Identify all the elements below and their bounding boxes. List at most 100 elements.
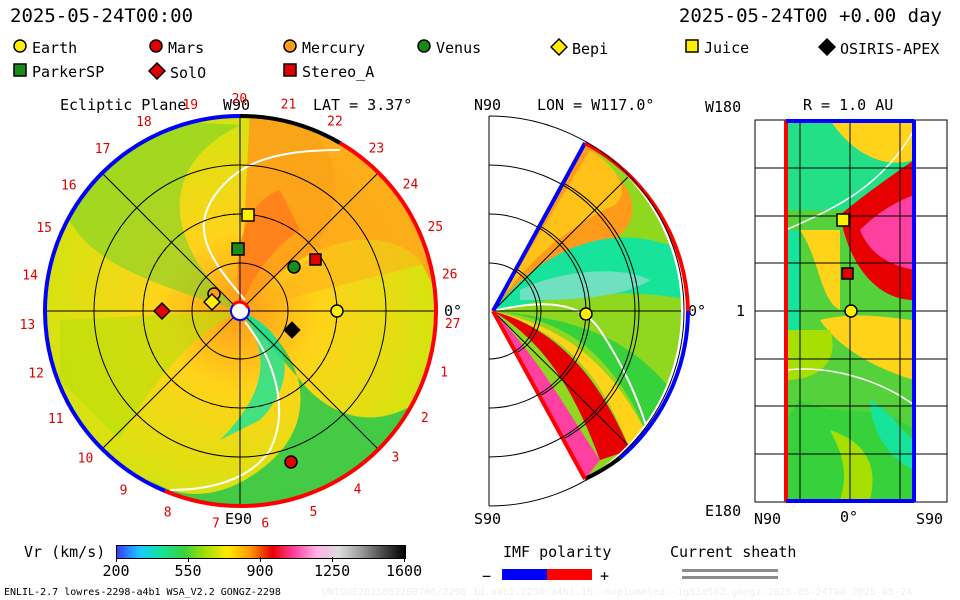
carrington-day-label: 13	[20, 318, 36, 333]
ecliptic-e90-label: E90	[225, 510, 253, 528]
meridional-plane-panel	[488, 115, 690, 507]
carrington-day-label: 2	[421, 411, 429, 426]
carrington-day-label: 22	[327, 114, 343, 129]
current-sheath-line-2	[682, 576, 778, 579]
parkersp-marker	[231, 242, 245, 256]
carrington-day-label: 1	[440, 366, 448, 381]
colorbar-tick-label: 1250	[314, 562, 351, 580]
carrington-day-label: 3	[391, 451, 399, 466]
carrington-day-label: 5	[309, 505, 317, 520]
radial-title: R = 1.0 AU	[803, 96, 894, 114]
radial-s90-label: S90	[916, 510, 944, 528]
osiris-apex-marker	[283, 321, 301, 339]
carrington-day-label: 26	[442, 267, 458, 282]
colorbar-tick-mark	[332, 557, 333, 562]
colorbar-tick-label: 200	[102, 562, 130, 580]
carrington-day-label: 9	[120, 483, 128, 498]
carrington-day-label: 8	[164, 505, 172, 520]
imf-positive-swatch	[547, 569, 592, 580]
left-timestamp: 2025-05-24T00:00	[10, 5, 194, 27]
carrington-day-label: 27	[445, 317, 461, 332]
imf-polarity-label: IMF polarity	[503, 543, 612, 561]
carrington-day-label: 11	[48, 412, 64, 427]
legend-name: Venus	[436, 39, 482, 57]
meridional-s90-label: S90	[474, 510, 502, 528]
carrington-day-label: 19	[182, 98, 198, 113]
legend-item-parkersp: ParkerSP	[12, 62, 104, 82]
legend-item-solo: SolO	[147, 61, 207, 84]
carrington-day-label: 25	[427, 220, 443, 235]
legend-marker	[12, 62, 28, 82]
radial-earth-marker	[844, 304, 858, 318]
carrington-day-label: 6	[261, 517, 269, 531]
carrington-day-label: 20	[232, 92, 248, 107]
radial-zero-label: 0°	[840, 508, 859, 526]
carrington-day-label: 14	[22, 269, 38, 284]
legend-item-earth: Earth	[12, 38, 77, 58]
carrington-day-label: 18	[136, 115, 152, 130]
carrington-day-label: 10	[78, 452, 94, 467]
carrington-day-label: 7	[212, 517, 220, 530]
colorbar-tick-label: 1600	[386, 562, 423, 580]
radial-mid-label: 1	[736, 302, 746, 320]
carrington-day-label: 12	[28, 367, 44, 382]
legend-item-bepi: Bepi	[549, 37, 609, 60]
legend-marker	[817, 37, 837, 60]
radial-juice-marker	[836, 213, 850, 227]
legend-item-osiris-apex: OSIRIS-APEX	[817, 37, 939, 60]
colorbar-tick-mark	[188, 557, 189, 562]
legend-name: Mercury	[302, 39, 366, 57]
radial-n90-label: N90	[754, 510, 782, 528]
stereo-a-marker	[309, 253, 322, 266]
legend-name: Earth	[32, 39, 78, 57]
venus-marker	[287, 260, 301, 274]
meridional-zero-label: 0°	[688, 302, 707, 320]
legend-name: SolO	[170, 64, 207, 82]
imf-negative-swatch	[502, 569, 547, 580]
radial-map-panel	[754, 119, 948, 503]
juice-marker	[241, 208, 255, 222]
ecliptic-w90-label: W90	[223, 96, 251, 114]
colorbar-tick-mark	[116, 557, 117, 562]
carrington-day-label: 24	[403, 177, 419, 192]
legend-item-juice: Juice	[684, 38, 749, 58]
legend-marker	[282, 38, 298, 58]
colorbar-tick-mark	[404, 557, 405, 562]
ecliptic-plane-panel: 19 20 212223242526271234567891011121314151…	[20, 92, 461, 530]
imf-plus-label: +	[600, 567, 610, 585]
colorbar-tick-label: 900	[246, 562, 274, 580]
bepi-marker	[202, 292, 222, 312]
ecliptic-zero-label: 0°	[444, 302, 463, 320]
legend-marker	[684, 38, 700, 58]
legend-name: Bepi	[572, 40, 609, 58]
carrington-day-label: 21	[281, 98, 297, 113]
ecliptic-lat: LAT = 3.37°	[313, 96, 413, 114]
legend-marker	[12, 38, 28, 58]
radial-e180-label: E180	[705, 502, 742, 520]
footer-run-id: UNIQUE2025052200706/2298.1d.a4b1.2298-a4…	[322, 587, 913, 598]
legend-name: Stereo_A	[302, 63, 375, 81]
colorbar-tick-mark	[260, 557, 261, 562]
carrington-day-labels: 19 20 212223242526271234567891011121314151…	[20, 92, 461, 530]
legend-marker	[148, 38, 164, 58]
legend-item-mars: Mars	[148, 38, 204, 58]
meridional-n90-label: N90	[474, 96, 502, 114]
velocity-colorbar	[116, 545, 406, 559]
legend-marker	[416, 38, 432, 58]
carrington-day-label: 17	[95, 142, 111, 157]
current-sheath-line-1	[682, 569, 778, 572]
right-timestamp: 2025-05-24T00 +0.00 day	[678, 5, 942, 27]
legend-name: Mars	[168, 39, 205, 57]
mars-marker	[284, 455, 298, 469]
legend-item-mercury: Mercury	[282, 38, 365, 58]
carrington-day-label: 23	[369, 141, 385, 156]
carrington-day-label: 15	[36, 221, 52, 236]
current-sheath-label: Current sheath	[670, 543, 797, 561]
legend-name: Juice	[704, 39, 750, 57]
imf-minus-label: −	[482, 567, 492, 585]
carrington-day-label: 4	[354, 483, 362, 498]
meridional-lon: LON = W117.0°	[537, 96, 655, 114]
meridional-earth-marker	[579, 307, 593, 321]
legend-marker	[549, 37, 569, 60]
radial-stereo-a-marker	[841, 267, 854, 280]
